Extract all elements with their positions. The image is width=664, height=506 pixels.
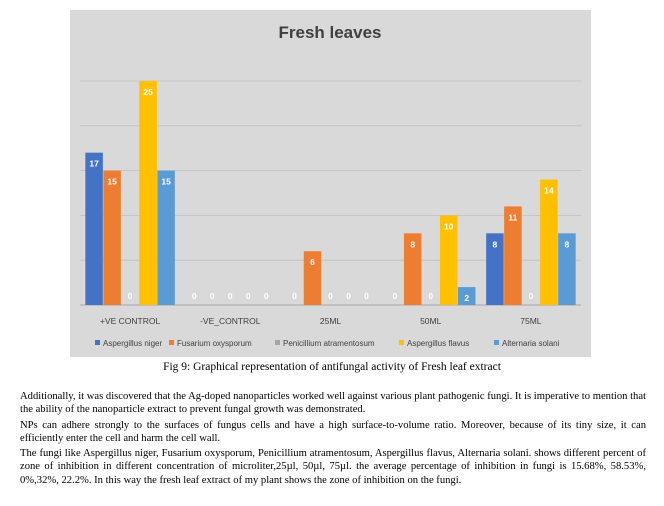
bar (504, 206, 522, 305)
data-label: 0 (364, 291, 369, 301)
data-label: 0 (264, 291, 269, 301)
data-label: 0 (346, 291, 351, 301)
data-label: 0 (392, 291, 397, 301)
data-label: 0 (529, 291, 534, 301)
legend-label: Fusarium oxysporum (177, 339, 252, 348)
bar (85, 152, 103, 305)
bar (439, 215, 458, 305)
bar-chart: Fresh leaves 17 15 0 25 15 +VE CONTROL 0 0 0 0 0 -VE… (80, 23, 581, 348)
paragraph: NPs can adhere strongly to the surfaces … (20, 419, 646, 444)
bar (486, 233, 504, 305)
data-label: 17 (89, 159, 99, 169)
bar (303, 251, 322, 305)
data-label: 0 (128, 291, 133, 301)
bar (457, 287, 476, 305)
data-label: 2 (464, 293, 469, 303)
bar (139, 81, 157, 305)
data-label: 8 (565, 239, 570, 249)
data-label: 15 (107, 177, 117, 187)
figure-caption: Fig 9: Graphical representation of antif… (163, 361, 501, 373)
data-label: 0 (328, 291, 333, 301)
x-tick-label: 50ML (420, 316, 442, 326)
data-label: 8 (410, 239, 415, 249)
data-label: 8 (493, 239, 498, 249)
data-label: 0 (246, 291, 251, 301)
paragraph: Additionally, it was discovered that the… (20, 391, 646, 416)
data-label: 25 (143, 87, 153, 97)
data-label: 14 (544, 186, 554, 196)
bar (103, 170, 121, 305)
x-tick-label: +VE CONTROL (100, 316, 160, 326)
bar (558, 233, 576, 305)
legend-swatch (399, 340, 404, 345)
data-label: 0 (428, 291, 433, 301)
data-label: 6 (310, 257, 315, 267)
body-text: Additionally, it was discovered that the… (20, 390, 646, 489)
legend-swatch (275, 340, 280, 345)
data-label: 11 (508, 212, 517, 222)
legend-swatch (95, 340, 100, 345)
bar (540, 179, 558, 305)
bar (157, 170, 175, 305)
legend-label: Aspergillus niger (103, 339, 162, 348)
data-label: 10 (444, 221, 454, 231)
paragraph: The fungi like Aspergillus niger, Fusari… (20, 448, 646, 486)
bar (403, 233, 422, 305)
data-label: 0 (210, 291, 215, 301)
data-label: 15 (161, 177, 171, 187)
legend-swatch (494, 340, 499, 345)
x-tick-label: -VE_CONTROL (200, 316, 261, 326)
data-label: 0 (292, 291, 297, 301)
legend-label: Aspergillus flavus (407, 339, 469, 348)
legend-label: Alternaria solani (502, 339, 560, 348)
chart-title: Fresh leaves (278, 23, 381, 42)
x-tick-label: 75ML (520, 316, 542, 326)
legend-label: Penicillium atramentosum (283, 339, 375, 348)
chart-area: Fresh leaves 17 15 0 25 15 +VE CONTROL 0 0 0 0 0 -VE… (70, 10, 591, 357)
legend-swatch (169, 340, 174, 345)
data-label: 0 (192, 291, 197, 301)
x-tick-label: 25ML (320, 316, 342, 326)
data-label: 0 (228, 291, 233, 301)
